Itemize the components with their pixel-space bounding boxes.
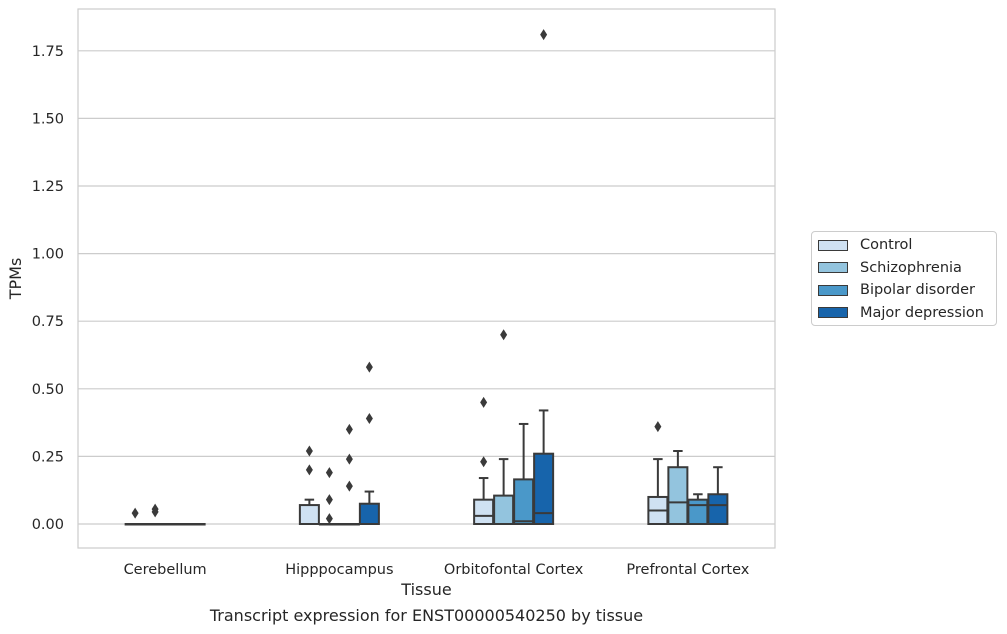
gridlines	[78, 50, 775, 525]
y-tick-label: 1.00	[32, 247, 64, 263]
legend-label: Schizophrenia	[860, 259, 962, 276]
y-tick-label: 0.25	[32, 449, 64, 465]
x-tick-labels: Cerebellum Hipppocampus Orbitofontal Corte…	[124, 562, 750, 578]
legend: Control Schizophrenia Bipolar disorder Majo…	[811, 231, 997, 326]
outlier-point	[540, 29, 548, 41]
outlier-point	[480, 456, 488, 468]
outlier-point	[345, 453, 353, 465]
outlier-point	[480, 396, 488, 408]
box-schizophrenia	[144, 503, 166, 526]
legend-item: Major depression	[818, 302, 996, 325]
box-schizophrenia	[493, 329, 515, 526]
chart-caption: Transcript expression for ENST0000054025…	[209, 606, 644, 625]
box-major-depression	[707, 466, 729, 526]
box-major-depression	[184, 523, 206, 526]
legend-swatch	[818, 307, 848, 319]
box-body	[358, 502, 380, 526]
y-tick-label: 1.75	[32, 44, 64, 60]
box-control	[647, 421, 669, 525]
legend-item: Schizophrenia	[818, 257, 996, 280]
outlier-point	[345, 480, 353, 492]
box-bipolar-disorder	[513, 422, 535, 526]
legend-label: Major depression	[860, 304, 984, 321]
outlier-point	[654, 421, 662, 433]
y-tick-label: 0.00	[32, 517, 64, 533]
x-tick-label: Orbitofontal Cortex	[444, 562, 584, 578]
box-schizophrenia	[667, 449, 689, 526]
legend-label: Control	[860, 237, 913, 254]
y-tick-labels: 0.00 0.25 0.50 0.75 1.00 1.25 1.50 1.75	[32, 44, 64, 533]
x-tick-label: Hipppocampus	[285, 562, 393, 578]
box-control	[124, 507, 146, 526]
outlier-point	[151, 506, 159, 518]
y-tick-label: 0.75	[32, 314, 64, 330]
legend-item: Control	[818, 234, 996, 257]
box-bipolar-disorder	[338, 423, 360, 526]
outlier-point	[365, 413, 373, 425]
legend-swatch	[818, 262, 848, 274]
box-schizophrenia	[318, 467, 340, 526]
x-tick-label: Prefrontal Cortex	[626, 562, 749, 578]
box-control	[298, 445, 320, 525]
box-body	[667, 466, 689, 526]
box-body	[533, 452, 555, 526]
legend-label: Bipolar disorder	[860, 282, 975, 299]
box-bipolar-disorder	[687, 493, 709, 526]
outlier-point	[305, 445, 313, 457]
box-major-depression	[358, 361, 380, 526]
legend-item: Bipolar disorder	[818, 279, 996, 302]
y-tick-label: 1.50	[32, 111, 64, 127]
box-body	[707, 493, 729, 526]
x-axis-label: Tissue	[400, 580, 451, 599]
outlier-point	[365, 361, 373, 373]
y-tick-label: 0.50	[32, 382, 64, 398]
x-tick-label: Cerebellum	[124, 562, 207, 578]
outlier-point	[325, 467, 333, 479]
box-body	[493, 494, 515, 526]
outlier-point	[325, 494, 333, 506]
box-body	[687, 498, 709, 526]
box-bipolar-disorder	[164, 523, 186, 526]
box-series	[124, 29, 729, 526]
outlier-point	[305, 464, 313, 476]
legend-swatch	[818, 239, 848, 251]
y-axis-label: TPMs	[6, 258, 25, 301]
box-body	[473, 498, 495, 526]
box-control	[473, 396, 495, 526]
y-tick-label: 1.25	[32, 179, 64, 195]
outlier-point	[500, 329, 508, 341]
box-major-depression	[533, 29, 555, 526]
outlier-point	[325, 513, 333, 525]
box-body	[298, 504, 320, 525]
legend-swatch	[818, 284, 848, 296]
box-body	[513, 478, 535, 526]
plot-frame	[77, 8, 776, 549]
outlier-point	[131, 507, 139, 519]
outlier-point	[345, 423, 353, 435]
